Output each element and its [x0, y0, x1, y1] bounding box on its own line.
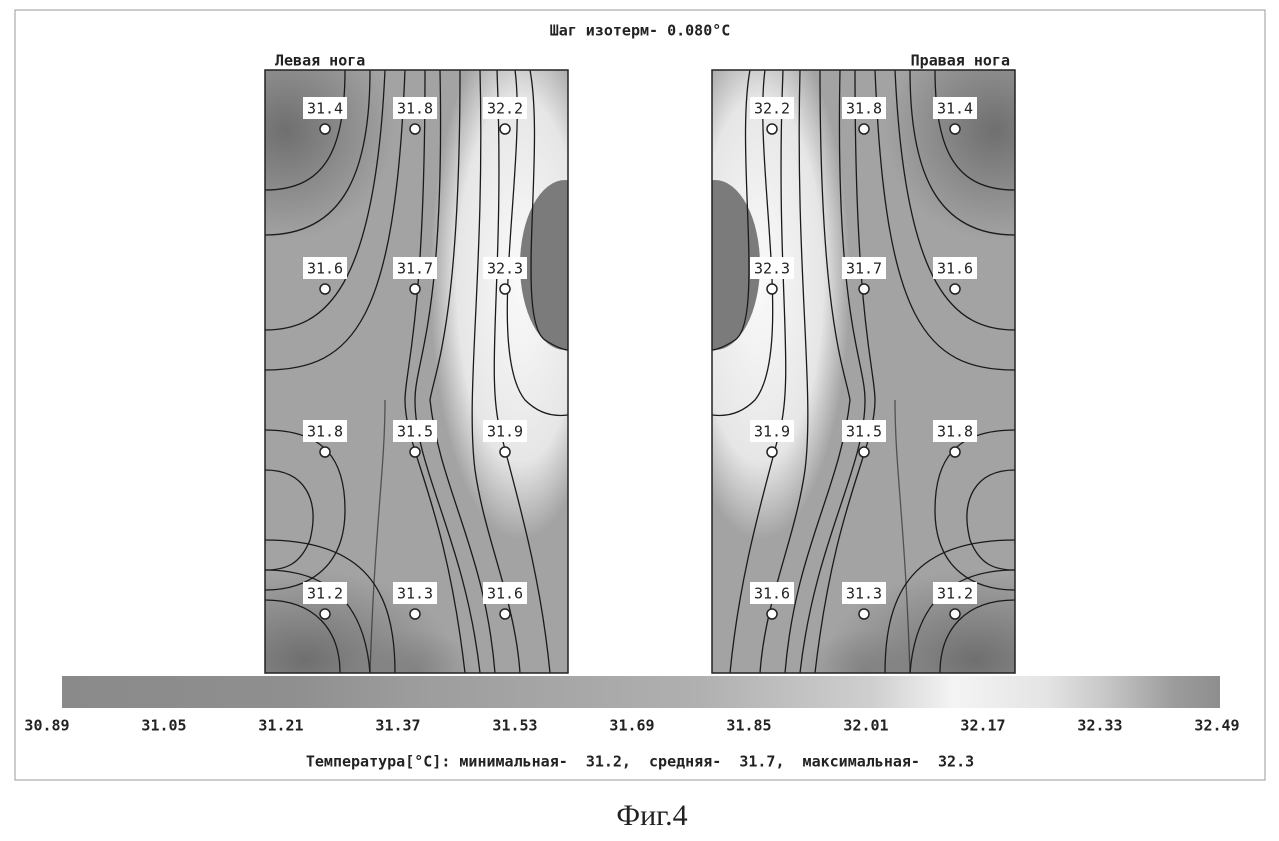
- point-marker: [950, 284, 960, 294]
- point-value: 31.5: [397, 423, 433, 441]
- point-marker: [859, 284, 869, 294]
- point-marker: [950, 609, 960, 619]
- point-value: 32.3: [487, 260, 523, 278]
- scale-tick-label: 31.05: [141, 717, 186, 735]
- point-value: 31.2: [937, 585, 973, 603]
- point-value: 31.8: [846, 100, 882, 118]
- point-value: 31.4: [937, 100, 973, 118]
- point-marker: [320, 284, 330, 294]
- panel-label: Правая нога: [911, 52, 1010, 70]
- point-marker: [500, 609, 510, 619]
- scale-tick-label: 32.01: [843, 717, 888, 735]
- point-marker: [410, 447, 420, 457]
- point-value: 32.3: [754, 260, 790, 278]
- point-marker: [859, 124, 869, 134]
- point-value: 31.8: [937, 423, 973, 441]
- scale-tick-label: 31.37: [375, 717, 420, 735]
- point-marker: [859, 609, 869, 619]
- point-marker: [410, 284, 420, 294]
- title: Шаг изотерм- 0.080°C: [550, 22, 731, 40]
- color-scale: [62, 676, 1220, 708]
- point-value: 31.9: [754, 423, 790, 441]
- point-value: 32.2: [487, 100, 523, 118]
- point-marker: [500, 447, 510, 457]
- point-marker: [410, 124, 420, 134]
- point-value: 31.9: [487, 423, 523, 441]
- point-value: 31.2: [307, 585, 343, 603]
- panel-label: Левая нога: [275, 52, 365, 70]
- point-marker: [767, 124, 777, 134]
- point-value: 31.6: [937, 260, 973, 278]
- point-value: 32.2: [754, 100, 790, 118]
- point-value: 31.7: [397, 260, 433, 278]
- scale-tick-label: 31.21: [258, 717, 303, 735]
- point-marker: [767, 609, 777, 619]
- point-marker: [320, 124, 330, 134]
- point-marker: [410, 609, 420, 619]
- page: {"title": "Шаг изотерм- 0.080°C", "panel…: [0, 0, 1279, 841]
- point-marker: [767, 447, 777, 457]
- point-value: 31.4: [307, 100, 343, 118]
- scale-tick-label: 31.53: [492, 717, 537, 735]
- scale-tick-label: 32.17: [960, 717, 1005, 735]
- point-marker: [500, 124, 510, 134]
- point-marker: [320, 609, 330, 619]
- scale-tick-label: 31.85: [726, 717, 771, 735]
- figure: Шаг изотерм- 0.080°C Левая нога Правая н…: [0, 0, 1279, 841]
- caption: Фиг.4: [616, 799, 687, 832]
- frame: [15, 10, 1265, 780]
- point-marker: [950, 124, 960, 134]
- point-value: 31.6: [754, 585, 790, 603]
- point-marker: [320, 447, 330, 457]
- point-marker: [500, 284, 510, 294]
- point-value: 31.8: [307, 423, 343, 441]
- point-marker: [950, 447, 960, 457]
- scale-tick-label: 32.49: [1194, 717, 1239, 735]
- summary: Температура[°C]: минимальная- 31.2, сред…: [306, 753, 974, 771]
- point-value: 31.6: [307, 260, 343, 278]
- point-value: 31.7: [846, 260, 882, 278]
- point-value: 31.6: [487, 585, 523, 603]
- point-value: 31.5: [846, 423, 882, 441]
- point-value: 31.3: [846, 585, 882, 603]
- point-marker: [859, 447, 869, 457]
- scale-tick-label: 32.33: [1077, 717, 1122, 735]
- scale-tick-label: 30.89: [24, 717, 69, 735]
- point-value: 31.3: [397, 585, 433, 603]
- scale-tick-label: 31.69: [609, 717, 654, 735]
- point-value: 31.8: [397, 100, 433, 118]
- point-marker: [767, 284, 777, 294]
